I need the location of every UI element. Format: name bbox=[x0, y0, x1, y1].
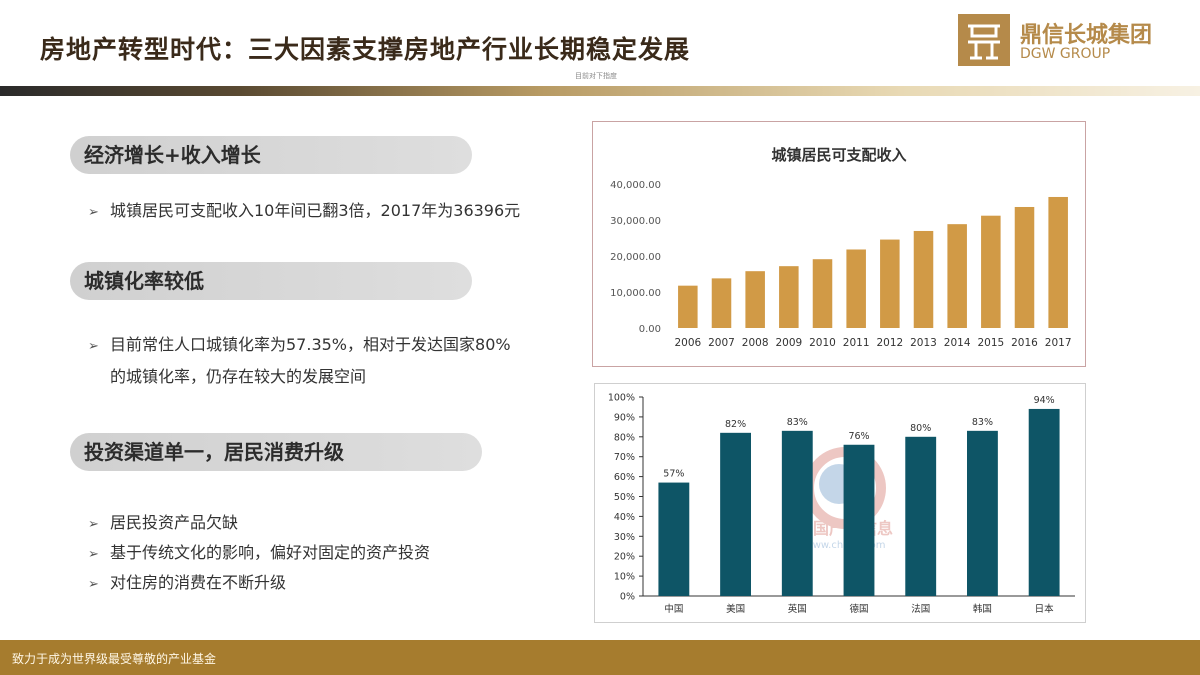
y-tick-label: 80% bbox=[614, 432, 635, 443]
x-tick-label: 2012 bbox=[876, 337, 903, 349]
page-title: 房地产转型时代：三大因素支撑房地产行业长期稳定发展 bbox=[40, 35, 691, 64]
y-tick-label: 40,000.00 bbox=[610, 180, 661, 191]
x-tick-label: 2007 bbox=[708, 337, 735, 349]
data-label: 94% bbox=[1034, 395, 1055, 406]
x-tick-label: 日本 bbox=[1035, 603, 1055, 615]
bullet-arrow-icon: ➢ bbox=[88, 339, 99, 354]
bar-德国 bbox=[843, 444, 875, 596]
bullet-item: ➢ 城镇居民可支配收入10年间已翻3倍，2017年为36396元 bbox=[88, 196, 520, 228]
logo-mark-icon bbox=[958, 14, 1010, 66]
data-label: 76% bbox=[848, 431, 869, 442]
x-tick-label: 韩国 bbox=[973, 603, 992, 615]
y-tick-label: 30,000.00 bbox=[610, 216, 661, 227]
x-tick-label: 2014 bbox=[944, 337, 971, 349]
bullet-text: 目前常住人口城镇化率为57.35%，相对于发达国家80% bbox=[110, 335, 511, 354]
bar-日本 bbox=[1028, 408, 1060, 596]
urbanization-chart-svg: 中国产业信息www.chyxx.com0%10%20%30%40%50%60%7… bbox=[608, 393, 1075, 615]
x-tick-label: 2008 bbox=[742, 337, 769, 349]
x-tick-label: 2015 bbox=[977, 337, 1004, 349]
title-subnote: 目前对下指度 bbox=[575, 72, 617, 80]
bar-2015 bbox=[981, 215, 1001, 328]
x-tick-label: 2016 bbox=[1011, 337, 1038, 349]
y-tick-label: 0.00 bbox=[639, 324, 661, 335]
x-tick-label: 2011 bbox=[843, 337, 870, 349]
x-tick-label: 2017 bbox=[1045, 337, 1072, 349]
data-label: 83% bbox=[787, 417, 808, 428]
y-tick-label: 0% bbox=[620, 592, 635, 603]
bullet-item: ➢ 基于传统文化的影响，偏好对固定的资产投资 bbox=[88, 538, 430, 570]
x-tick-label: 美国 bbox=[726, 603, 745, 615]
bar-2011 bbox=[846, 249, 866, 328]
data-label: 83% bbox=[972, 417, 993, 428]
chart-title: 城镇居民可支配收入 bbox=[771, 146, 906, 164]
bar-2013 bbox=[913, 230, 934, 328]
bullet-text: 基于传统文化的影响，偏好对固定的资产投资 bbox=[110, 543, 431, 562]
section-heading-economy: 经济增长+收入增长 bbox=[70, 136, 472, 174]
bullet-item: ➢ 居民投资产品欠缺 bbox=[88, 508, 238, 540]
bar-法国 bbox=[905, 436, 937, 596]
bar-2016 bbox=[1014, 206, 1035, 328]
y-tick-label: 40% bbox=[614, 512, 635, 523]
bar-2008 bbox=[745, 271, 765, 328]
bar-2017 bbox=[1048, 196, 1068, 328]
x-tick-label: 中国 bbox=[664, 603, 683, 615]
y-tick-label: 90% bbox=[614, 412, 635, 423]
x-tick-label: 德国 bbox=[849, 603, 868, 615]
income-chart-svg: 城镇居民可支配收入 0.00 10,000.00 20,000.00 30,000.00… bbox=[610, 146, 1072, 349]
footer-band: 致力于成为世界级最受尊敬的产业基金 bbox=[0, 640, 1200, 675]
bullet-continuation: 的城镇化率，仍存在较大的发展空间 bbox=[110, 362, 366, 392]
y-tick-label: 30% bbox=[614, 532, 635, 543]
company-logo: 鼎信长城集团 DGW GROUP bbox=[958, 14, 1158, 68]
header-divider-band bbox=[0, 86, 1200, 96]
data-label: 80% bbox=[910, 423, 931, 434]
bar-美国 bbox=[720, 432, 751, 596]
y-tick-label: 70% bbox=[614, 452, 635, 463]
logo-text-en: DGW GROUP bbox=[1020, 46, 1111, 62]
data-label: 82% bbox=[725, 419, 746, 430]
bullet-item: ➢ 目前常住人口城镇化率为57.35%，相对于发达国家80% bbox=[88, 330, 511, 362]
x-tick-label: 2009 bbox=[775, 337, 802, 349]
bullet-text: 对住房的消费在不断升级 bbox=[110, 573, 287, 592]
section-heading-urbanization: 城镇化率较低 bbox=[70, 262, 472, 300]
y-tick-label: 10% bbox=[614, 572, 635, 583]
bar-2012 bbox=[880, 239, 900, 328]
bullet-arrow-icon: ➢ bbox=[88, 517, 99, 532]
bar-2007 bbox=[711, 278, 732, 328]
section-heading-investment: 投资渠道单一，居民消费升级 bbox=[70, 433, 482, 471]
bar-中国 bbox=[658, 482, 690, 596]
logo-text-cn: 鼎信长城集团 bbox=[1020, 23, 1153, 48]
bullet-item: ➢ 对住房的消费在不断升级 bbox=[88, 568, 286, 600]
x-tick-label: 2010 bbox=[809, 337, 836, 349]
y-tick-label: 50% bbox=[614, 492, 635, 503]
bullet-arrow-icon: ➢ bbox=[88, 205, 99, 220]
y-tick-label: 10,000.00 bbox=[610, 288, 661, 299]
bar-2014 bbox=[947, 224, 967, 328]
bullet-arrow-icon: ➢ bbox=[88, 547, 99, 562]
y-tick-label: 60% bbox=[614, 472, 635, 483]
bullet-arrow-icon: ➢ bbox=[88, 577, 99, 592]
income-chart: 城镇居民可支配收入 0.00 10,000.00 20,000.00 30,000.00… bbox=[592, 121, 1086, 367]
footer-slogan: 致力于成为世界级最受尊敬的产业基金 bbox=[12, 652, 217, 666]
x-tick-label: 2006 bbox=[674, 337, 701, 349]
bar-2009 bbox=[779, 266, 799, 328]
data-label: 57% bbox=[663, 469, 684, 480]
x-tick-label: 英国 bbox=[788, 603, 807, 615]
x-tick-label: 2013 bbox=[910, 337, 937, 349]
bullet-text: 城镇居民可支配收入10年间已翻3倍，2017年为36396元 bbox=[110, 201, 521, 220]
bar-2006 bbox=[678, 285, 698, 328]
y-tick-label: 100% bbox=[608, 393, 635, 404]
y-tick-label: 20,000.00 bbox=[610, 252, 661, 263]
bullet-text: 的城镇化率，仍存在较大的发展空间 bbox=[110, 367, 367, 386]
y-tick-label: 20% bbox=[614, 552, 635, 563]
urbanization-chart: 中国产业信息www.chyxx.com0%10%20%30%40%50%60%7… bbox=[594, 383, 1086, 623]
bar-英国 bbox=[781, 430, 813, 596]
x-tick-label: 法国 bbox=[911, 603, 930, 615]
bullet-text: 居民投资产品欠缺 bbox=[110, 513, 239, 532]
bar-2010 bbox=[812, 259, 833, 328]
bar-韩国 bbox=[967, 430, 998, 596]
